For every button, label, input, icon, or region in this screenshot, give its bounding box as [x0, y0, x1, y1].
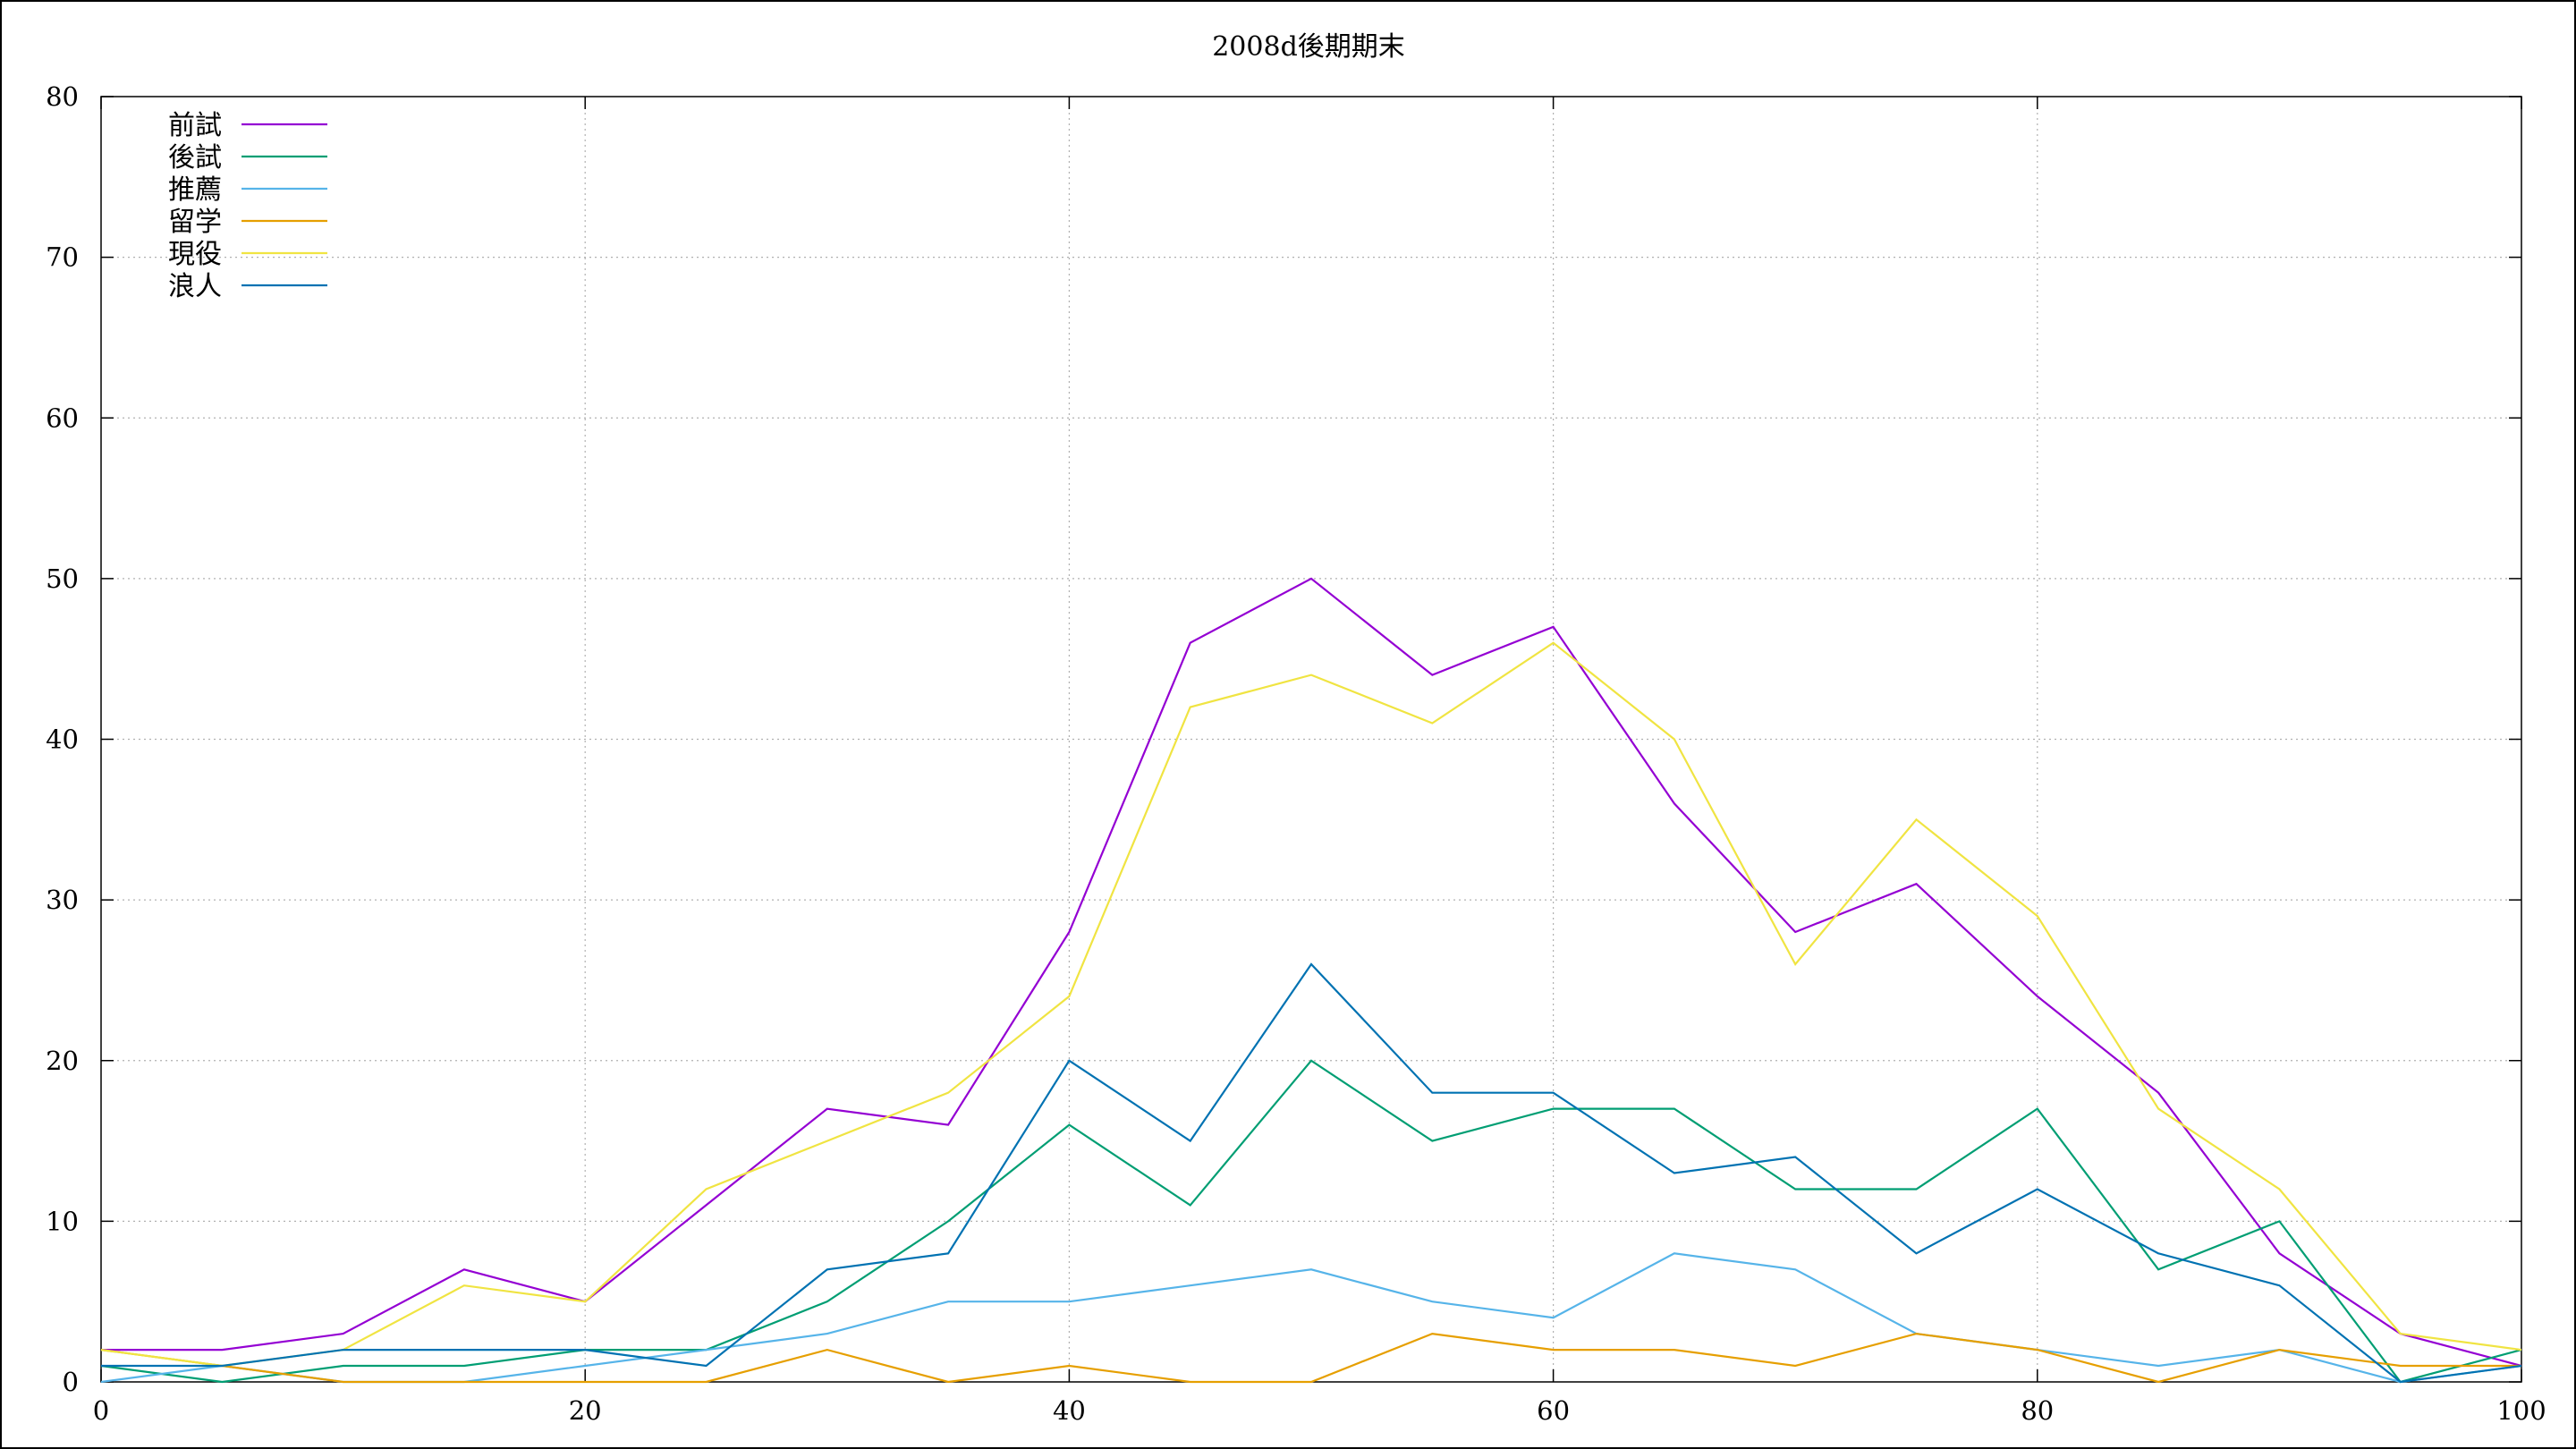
y-tick-label: 70 — [46, 242, 79, 273]
series-line-5 — [100, 641, 2522, 1368]
y-tick-label: 60 — [46, 402, 79, 433]
x-tick-label: 80 — [2021, 1395, 2054, 1426]
chart-title: 2008d後期期末 — [1212, 31, 1405, 63]
x-tick-label: 40 — [1053, 1395, 1086, 1426]
series-line-6 — [101, 962, 2522, 1384]
y-tick-label: 40 — [46, 724, 79, 755]
legend-label: 前試 — [168, 110, 222, 141]
x-tick-label: 0 — [93, 1395, 109, 1426]
y-tick-label: 0 — [63, 1367, 79, 1397]
grid-lines — [101, 97, 2521, 1382]
x-tick-label: 60 — [1537, 1395, 1570, 1426]
legend-label: 推薦 — [168, 174, 222, 206]
data-series — [100, 577, 2522, 1384]
axes: 0 10 20 30 40 50 60 70 80 0 20 40 60 80 100 — [46, 81, 2546, 1426]
series-line-3 — [100, 1252, 2522, 1384]
series-line-4 — [100, 1332, 2521, 1384]
x-tick-label: 20 — [569, 1395, 602, 1426]
x-tick-label: 100 — [2496, 1395, 2546, 1426]
series-line-1 — [101, 577, 2522, 1368]
series-line-2 — [100, 1059, 2522, 1384]
legend-label: 後試 — [168, 142, 222, 174]
y-tick-label: 30 — [46, 885, 79, 915]
legend-label: 現役 — [168, 239, 222, 270]
y-tick-label: 50 — [46, 564, 79, 594]
y-tick-label: 10 — [46, 1206, 79, 1236]
y-tick-label: 80 — [46, 81, 79, 112]
legend-label: 留学 — [168, 207, 222, 238]
y-tick-label: 20 — [46, 1046, 79, 1076]
legend-label: 浪人 — [168, 271, 222, 302]
